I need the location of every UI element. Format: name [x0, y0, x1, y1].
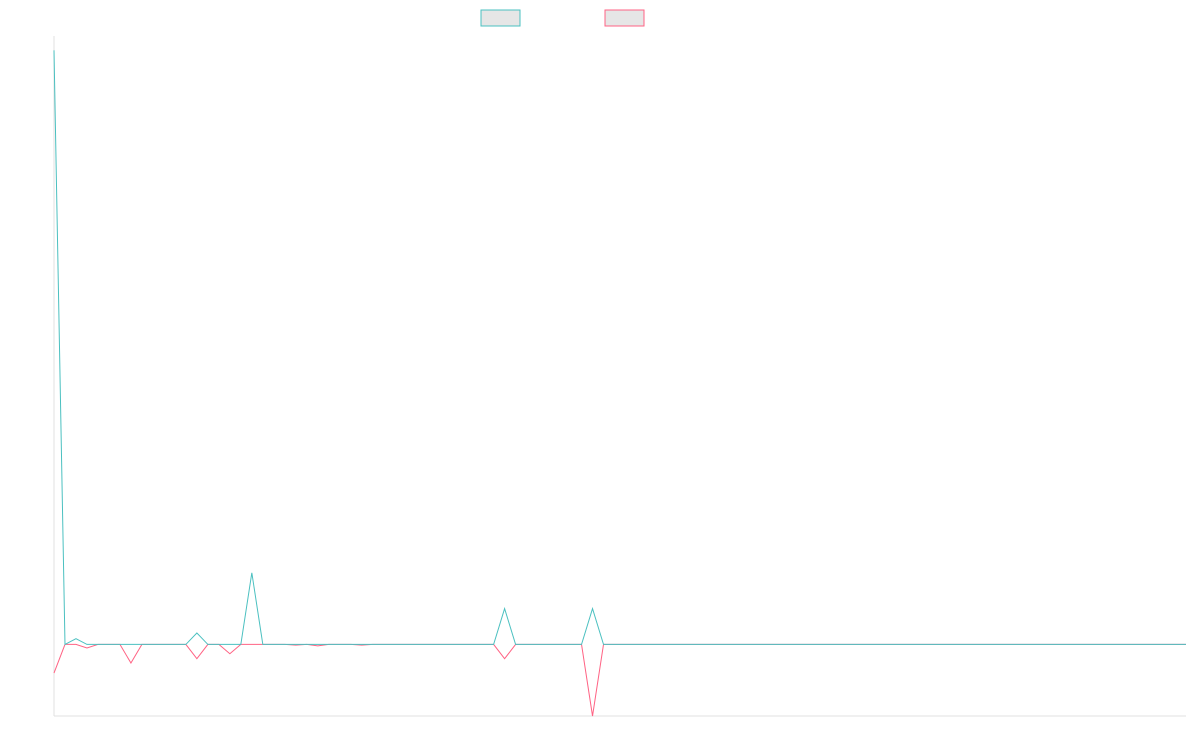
series-b-line [53, 643, 1186, 717]
legend-swatch-series-a[interactable] [480, 9, 521, 27]
legend [480, 9, 645, 27]
series-a-line [53, 50, 1186, 646]
axes [53, 36, 1186, 717]
plot-area [53, 50, 1186, 717]
legend-swatch-series-b[interactable] [604, 9, 645, 27]
